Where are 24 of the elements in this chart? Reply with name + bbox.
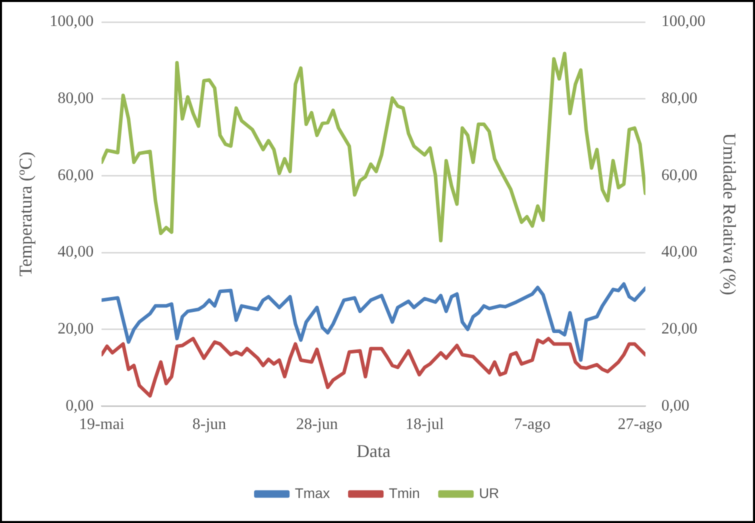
y-tick-label: 0,00 [66, 397, 94, 414]
y-axis-title: Temperatura (ºC) [16, 152, 36, 276]
y-tick-label: 40,00 [58, 244, 94, 261]
x-axis-title: Data [356, 440, 390, 461]
y2-tick-label: 80,00 [661, 90, 698, 108]
y-tick-label: 100,00 [50, 13, 94, 30]
legend-label: Tmin [388, 484, 420, 501]
y2-axis-title: Umidade Relativa (%) [719, 133, 740, 296]
x-tick-label: 7-ago [514, 416, 551, 434]
legend-label: UR [478, 484, 500, 501]
y2-tick-label: 60,00 [661, 166, 698, 184]
y2-tick-label: 100,00 [661, 13, 706, 30]
x-tick-label: 19-mai [78, 416, 125, 434]
y-tick-label: 60,00 [58, 166, 94, 184]
x-tick-label: 28-jun [296, 416, 338, 434]
y2-tick-label: 20,00 [661, 320, 698, 338]
x-tick-label: 27-ago [618, 416, 662, 434]
y-tick-label: 20,00 [58, 320, 94, 338]
x-tick-label: 18-jul [406, 416, 444, 434]
legend-label: Tmax [294, 484, 330, 501]
y-tick-label: 80,00 [58, 90, 94, 108]
y2-tick-label: 0,00 [661, 397, 690, 414]
x-tick-label: 8-jun [192, 416, 226, 434]
y2-tick-label: 40,00 [661, 244, 698, 261]
